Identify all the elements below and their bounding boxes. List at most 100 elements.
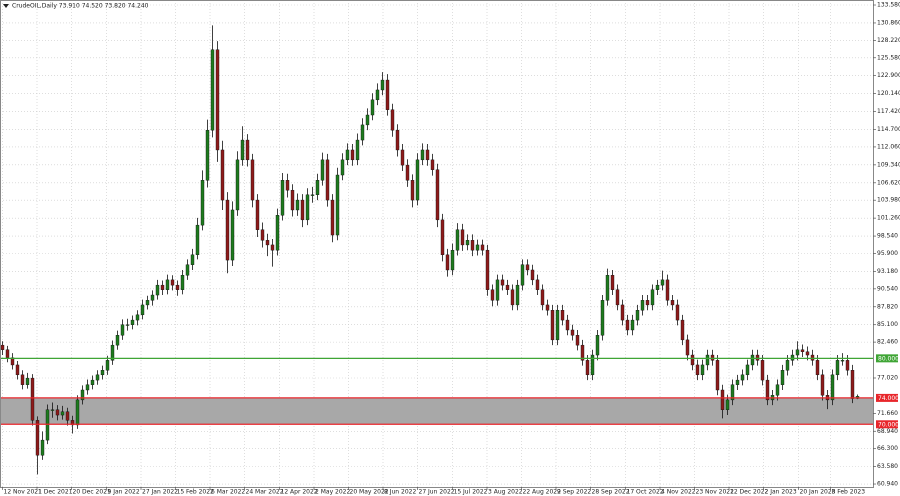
y-tick-label: 125.580: [877, 54, 900, 61]
candle-body: [325, 159, 330, 201]
candle-body: [435, 169, 440, 221]
candle-body: [600, 300, 605, 336]
candle-body: [130, 319, 135, 325]
candle-body: [0, 344, 5, 350]
candle-body: [340, 159, 345, 176]
candle-body: [35, 420, 40, 456]
candle-body: [755, 354, 760, 361]
candle-body: [145, 300, 150, 306]
x-tick-label: 9 Jan 2022: [108, 489, 140, 496]
candle-body: [835, 360, 840, 376]
candle-body: [630, 319, 635, 331]
candle-body: [135, 314, 140, 321]
candle-body: [180, 275, 185, 290]
candle-body: [575, 335, 580, 346]
candle-body: [215, 49, 220, 151]
menu-arrow[interactable]: [3, 4, 9, 8]
candle-body: [695, 364, 700, 376]
candle-body: [70, 420, 75, 426]
candle-body: [160, 284, 165, 290]
candle-body: [245, 139, 250, 161]
y-tick-label: 103.980: [877, 197, 900, 204]
candle-body: [605, 275, 610, 301]
candle-body: [430, 159, 435, 170]
candle-body: [500, 279, 505, 286]
y-tick-label: 106.620: [877, 179, 900, 186]
candle-body: [125, 324, 130, 326]
x-tick-label: 27 Jan 2022: [142, 489, 178, 496]
x-tick-label: 28 Sep 2022: [592, 489, 630, 496]
y-tick-label: 101.260: [877, 215, 900, 222]
y-tick-label: 130.860: [877, 19, 900, 26]
x-tick-label: 12 Nov 2021: [4, 489, 43, 496]
candle-body: [715, 360, 720, 391]
y-tick-label: 66.300: [877, 445, 898, 452]
candle-body: [820, 374, 825, 396]
candle-body: [80, 389, 85, 401]
y-tick-label: 114.700: [877, 126, 900, 133]
x-tick-label: 17 Oct 2022: [627, 489, 664, 496]
y-tick-label: 82.460: [877, 339, 898, 346]
y-tick-label: 68.940: [877, 428, 898, 435]
candle-body: [15, 364, 20, 376]
candle-body: [385, 79, 390, 110]
candle-body: [535, 279, 540, 290]
y-tick-label: 133.580: [877, 2, 900, 9]
level-label-box: [876, 420, 898, 429]
plot-layer: [0, 0, 873, 487]
level-label-box: [876, 393, 898, 402]
candle-body: [505, 284, 510, 290]
candle-body: [210, 49, 215, 131]
candle-body: [320, 159, 325, 181]
level-label: 70.000: [878, 421, 899, 428]
candle-body: [760, 360, 765, 381]
candle-body: [455, 229, 460, 251]
x-tick-label: 4 Nov 2022: [661, 489, 696, 496]
x-tick-label: 27 Jun 2022: [419, 489, 455, 496]
candle-body: [650, 289, 655, 306]
candle-body: [405, 164, 410, 181]
candle-body: [495, 279, 500, 301]
x-tick-label: 1 Dec 2021: [38, 489, 73, 496]
x-tick-label: 20 Jan 2023: [800, 489, 836, 496]
y-tick-label: 90.540: [877, 285, 898, 292]
candle-body: [100, 370, 105, 376]
x-tick-label: 12 Dec 2022: [730, 489, 769, 496]
candle-body: [785, 360, 790, 371]
candle-body: [240, 139, 245, 161]
candle-body: [255, 199, 260, 230]
candle-body: [775, 384, 780, 396]
candle-body: [810, 354, 815, 361]
candle-body: [425, 149, 430, 161]
candle-body: [155, 284, 160, 296]
candle-body: [10, 357, 15, 366]
candle-body: [590, 354, 595, 376]
chart-title: CrudeOIL,Daily 73.910 74.520 73.820 74.2…: [12, 3, 149, 10]
candle-body: [745, 364, 750, 376]
candle-body: [390, 109, 395, 131]
y-tick-label: 128.220: [877, 37, 900, 44]
candle-body: [730, 384, 735, 401]
candle-body: [445, 254, 450, 271]
support-zone: [0, 397, 873, 425]
x-tick-label: 8 Feb 2023: [832, 489, 866, 496]
candle-body: [655, 284, 660, 290]
candle-body: [660, 279, 665, 286]
y-tick-label: 85.100: [877, 321, 898, 328]
y-tick-label: 71.660: [877, 410, 898, 417]
candle-body: [710, 354, 715, 361]
x-tick-label: 9 Sep 2022: [557, 489, 591, 496]
candle-body: [490, 289, 495, 301]
candle-body: [65, 411, 70, 421]
candle-body: [845, 360, 850, 371]
candle-body: [485, 249, 490, 290]
candle-body: [420, 149, 425, 161]
y-tick-label: 120.140: [877, 90, 900, 97]
candle-body: [850, 370, 855, 399]
candle-body: [25, 377, 30, 385]
candle-body: [740, 374, 745, 381]
candle-body: [450, 249, 455, 271]
candle-body: [545, 304, 550, 311]
candle-body: [275, 215, 280, 251]
candle-body: [105, 360, 110, 371]
